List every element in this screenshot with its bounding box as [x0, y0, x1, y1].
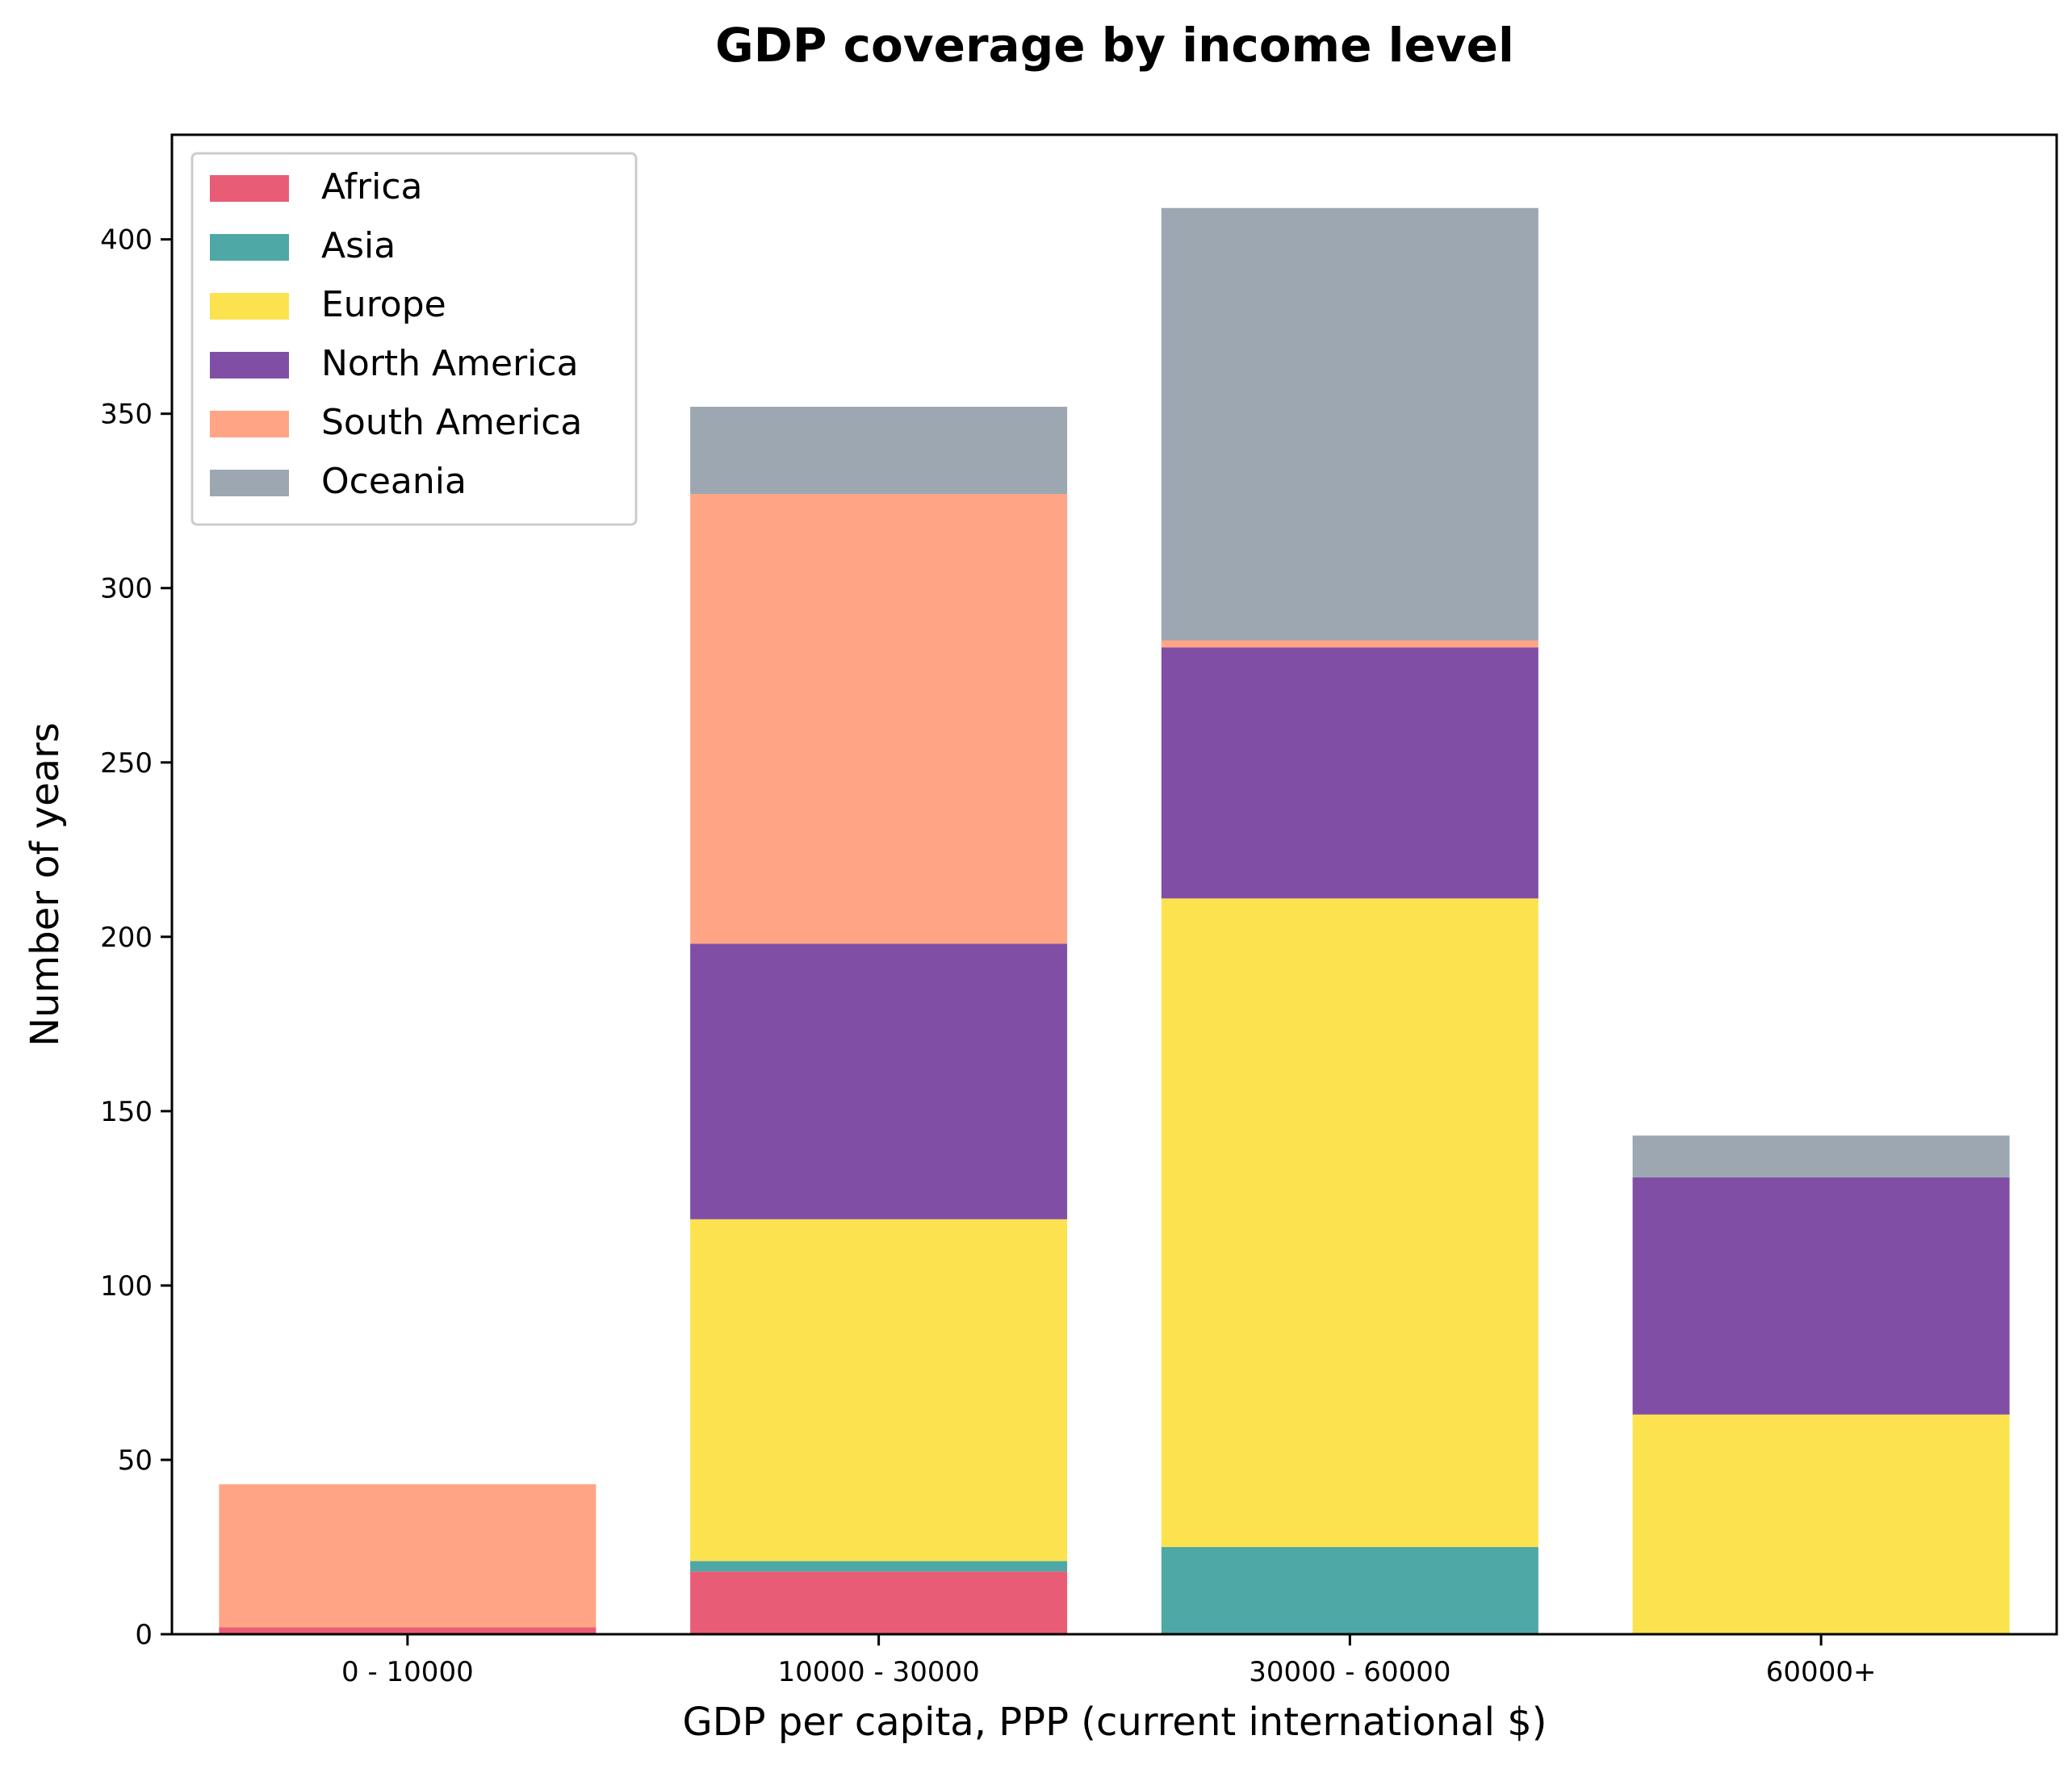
x-tick-label: 30000 - 60000: [1249, 1656, 1450, 1688]
bar-europe-3: [1632, 1414, 2010, 1634]
y-axis: 0 50 100 150 200 250 300 350 400: [100, 224, 172, 1651]
bar-oceania-1: [690, 407, 1068, 495]
legend: Africa Asia Europe North America South Ameri…: [190, 152, 638, 526]
bar-north-america-2: [1161, 647, 1538, 899]
bar-europe-2: [1161, 898, 1538, 1547]
legend-swatch-oceania: [210, 470, 289, 496]
bar-south-america-0: [219, 1484, 596, 1628]
y-tick-label: 100: [100, 1270, 153, 1303]
legend-swatch-south-america: [210, 411, 289, 437]
bars-layer: [219, 207, 2010, 1634]
bar-north-america-3: [1632, 1177, 2010, 1415]
bar-oceania-2: [1161, 207, 1538, 641]
x-axis: 0 - 10000 10000 - 30000 30000 - 60000 60000…: [341, 1634, 1876, 1688]
legend-label-asia: Asia: [321, 225, 396, 266]
y-tick-label: 300: [100, 573, 153, 605]
bar-africa-0: [219, 1627, 596, 1634]
chart-title: GDP coverage by income level: [715, 18, 1514, 73]
y-tick-label: 250: [100, 747, 153, 780]
legend-swatch-asia: [210, 234, 289, 261]
y-tick-label: 350: [100, 399, 153, 431]
bar-asia-2: [1161, 1546, 1538, 1634]
y-axis-label: Number of years: [23, 722, 68, 1047]
legend-swatch-north-america: [210, 352, 289, 378]
bar-asia-1: [690, 1561, 1068, 1572]
legend-label-south-america: South America: [321, 402, 582, 443]
y-tick-label: 50: [118, 1445, 153, 1477]
bar-north-america-1: [690, 943, 1068, 1219]
legend-label-north-america: North America: [321, 343, 579, 384]
plot-frame: [170, 133, 2058, 1636]
legend-frame: [190, 152, 638, 526]
x-tick-label: 0 - 10000: [341, 1656, 474, 1688]
legend-swatch-africa: [210, 175, 289, 202]
bar-africa-1: [690, 1571, 1068, 1634]
y-tick-label: 200: [100, 922, 153, 954]
bar-europe-1: [690, 1219, 1068, 1562]
x-tick-label: 10000 - 30000: [778, 1656, 980, 1688]
legend-label-oceania: Oceania: [321, 461, 467, 502]
y-tick-label: 150: [100, 1096, 153, 1128]
x-axis-label: GDP per capita, PPP (current internation…: [683, 1700, 1547, 1745]
legend-label-europe: Europe: [321, 284, 446, 325]
bar-south-america-2: [1161, 640, 1538, 648]
y-tick-label: 400: [100, 224, 153, 257]
bar-south-america-1: [690, 494, 1068, 944]
legend-label-africa: Africa: [321, 166, 423, 207]
legend-swatch-europe: [210, 293, 289, 320]
bar-oceania-3: [1632, 1135, 2010, 1177]
x-tick-label: 60000+: [1766, 1656, 1877, 1688]
y-tick-label: 0: [135, 1619, 153, 1651]
